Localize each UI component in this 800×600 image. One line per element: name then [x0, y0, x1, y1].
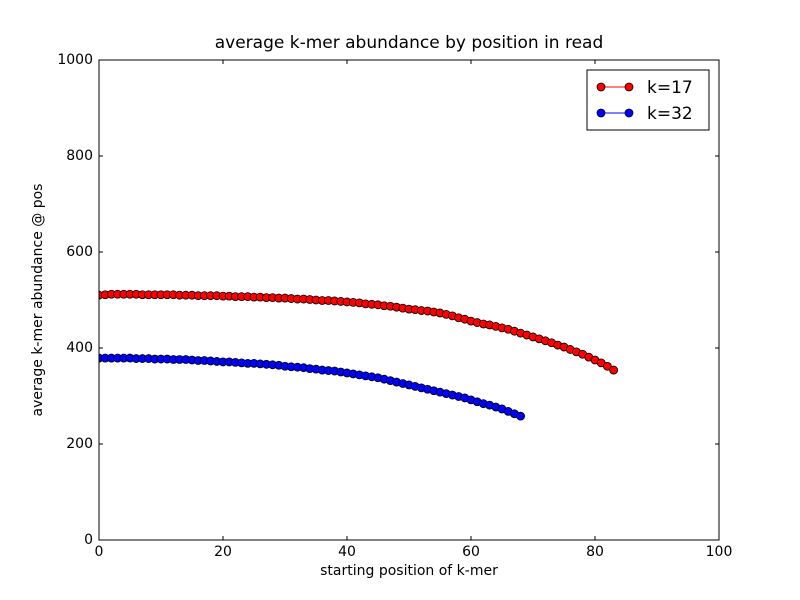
x-tick-label: 60 — [462, 544, 480, 560]
x-tick-label: 80 — [586, 544, 604, 560]
legend-label: k=17 — [647, 78, 693, 98]
y-tick-label: 0 — [84, 532, 93, 548]
marker — [516, 411, 525, 421]
x-tick-label: 0 — [95, 544, 104, 560]
x-tick-label: 20 — [214, 544, 232, 560]
x-tick-label: 40 — [338, 544, 356, 560]
y-tick-label: 600 — [66, 244, 93, 260]
legend-box — [586, 69, 710, 131]
y-tick-label: 400 — [66, 340, 93, 356]
legend-marker — [596, 108, 606, 118]
y-tick-label: 1000 — [57, 52, 93, 68]
legend-marker — [624, 82, 634, 92]
y-tick-label: 800 — [66, 148, 93, 164]
x-axis-label: starting position of k-mer — [320, 563, 498, 579]
y-tick-label: 200 — [66, 436, 93, 452]
chart-title: average k-mer abundance by position in r… — [215, 33, 604, 53]
x-tick-label: 100 — [706, 544, 733, 560]
marker — [609, 365, 618, 375]
legend-label: k=32 — [647, 104, 693, 124]
marker — [603, 361, 612, 371]
series — [99, 289, 618, 375]
legend-marker — [624, 108, 634, 118]
plot-frame — [98, 59, 720, 541]
series — [99, 353, 525, 421]
legend-marker — [596, 82, 606, 92]
y-axis-label: average k-mer abundance @ pos — [30, 184, 46, 417]
